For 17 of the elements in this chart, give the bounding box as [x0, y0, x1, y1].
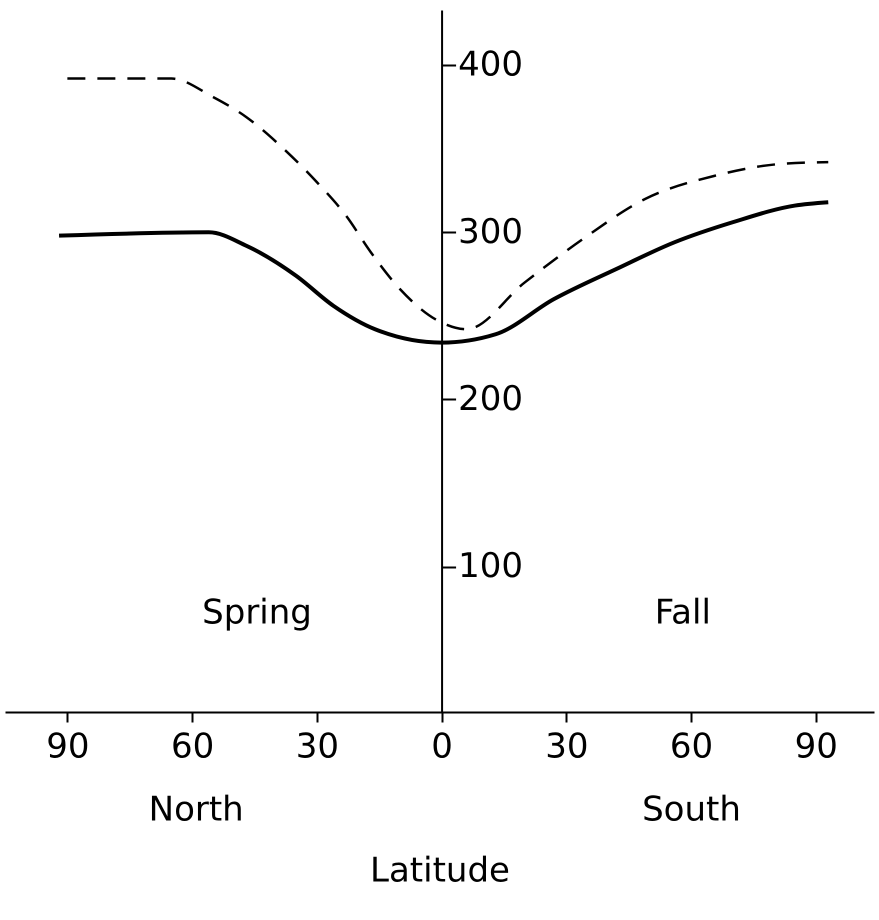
line-series [66, 77, 830, 330]
x-tick-label: 60 [670, 726, 714, 766]
x-axis-title: Latitude [370, 850, 510, 890]
x-tick-label: 90 [46, 726, 90, 766]
x-tick-label: 30 [296, 726, 339, 766]
x-tick-label: 60 [170, 726, 214, 766]
y-tick-label: 300 [458, 212, 523, 252]
x-tick-label: 90 [794, 726, 838, 766]
text: North [148, 789, 244, 830]
y-tick-label: 100 [458, 546, 523, 586]
annotation: Spring [202, 592, 312, 633]
x-tick-label: 30 [545, 726, 588, 766]
y-tick-label: 200 [458, 378, 523, 419]
x-tick-label: 0 [431, 726, 453, 766]
annotation: Fall [654, 592, 711, 633]
text: South [642, 789, 741, 830]
y-tick-label: 400 [458, 44, 523, 85]
